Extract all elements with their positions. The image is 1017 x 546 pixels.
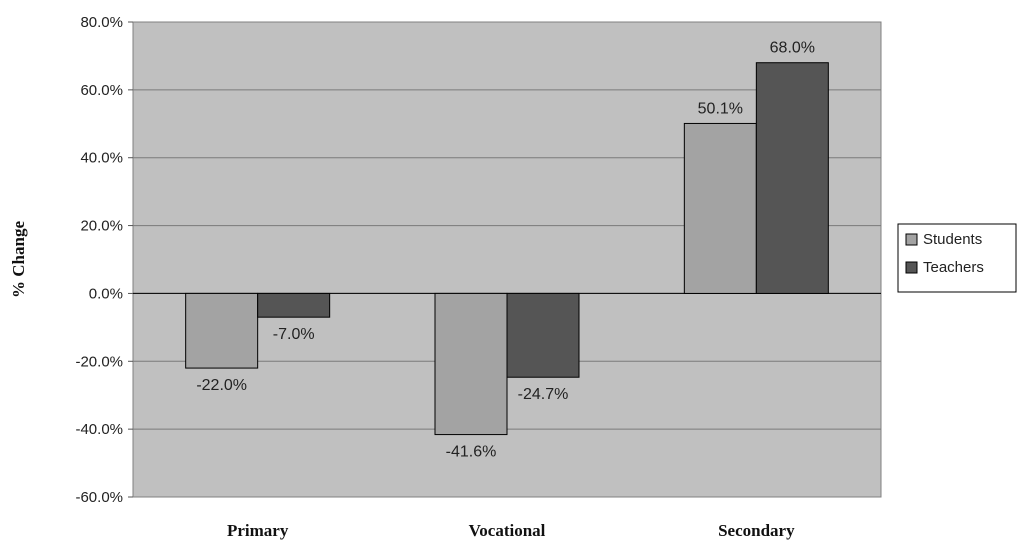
data-label-students-secondary: 50.1%	[698, 100, 743, 117]
y-tick-label: 20.0%	[80, 218, 123, 235]
y-tick-label: 80.0%	[80, 14, 123, 31]
bar-students-secondary	[683, 122, 757, 294]
bar-students-vocational	[434, 292, 508, 436]
data-label-teachers-primary: -7.0%	[273, 326, 315, 343]
bar-teachers-secondary	[755, 62, 829, 294]
x-axis-categories: Primary Vocational Secondary	[227, 521, 795, 540]
data-labels: -22.0% -7.0% -41.6% -24.7% 50.1% 68.0%	[196, 40, 815, 461]
legend-swatch-students	[905, 233, 918, 246]
bar-teachers-primary	[257, 292, 331, 318]
legend-label-students: Students	[923, 231, 982, 248]
legend-label-teachers: Teachers	[923, 259, 984, 276]
category-label-vocational: Vocational	[469, 521, 546, 540]
category-label-secondary: Secondary	[718, 521, 795, 540]
y-tick-label: -40.0%	[75, 421, 123, 438]
bar-students-primary	[185, 292, 259, 369]
legend-box	[897, 223, 1017, 293]
y-tick-label: 40.0%	[80, 150, 123, 167]
y-tick-label: 0.0%	[89, 285, 123, 302]
y-axis-label: % Change	[9, 221, 28, 298]
y-tick-label: 60.0%	[80, 82, 123, 99]
legend: Students Teachers	[897, 223, 1017, 293]
bar-teachers-vocational	[506, 292, 580, 378]
category-label-primary: Primary	[227, 521, 289, 540]
data-label-students-primary: -22.0%	[196, 377, 247, 394]
data-label-teachers-secondary: 68.0%	[770, 40, 815, 57]
data-label-students-vocational: -41.6%	[446, 444, 497, 461]
y-tick-label: -60.0%	[75, 489, 123, 506]
y-tick-label: -20.0%	[75, 353, 123, 370]
bars	[185, 62, 829, 436]
data-label-teachers-vocational: -24.7%	[518, 386, 569, 403]
y-axis-ticks: 80.0% 60.0% 40.0% 20.0% 0.0% -20.0% -40.0% -60.…	[75, 14, 133, 506]
legend-swatch-teachers	[905, 261, 918, 274]
